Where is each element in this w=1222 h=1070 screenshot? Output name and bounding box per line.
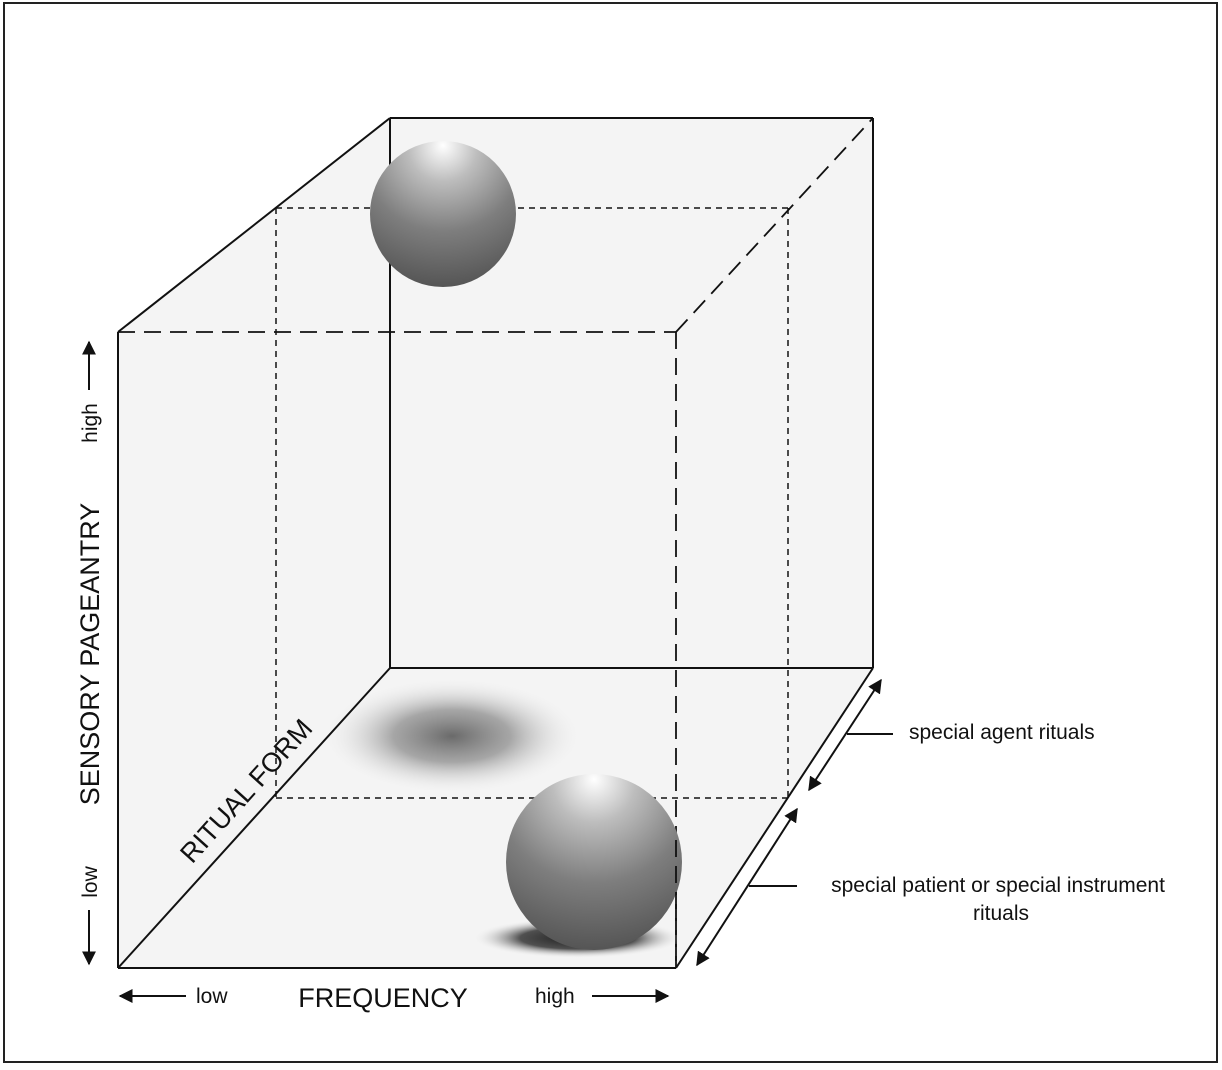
floating-sphere-shadow — [322, 678, 582, 794]
special-patient-range-arrow — [696, 807, 798, 967]
low-pageantry-sphere — [506, 774, 682, 950]
pageantry-high-label: high — [79, 403, 102, 443]
frequency-low-label: low — [196, 985, 228, 1008]
cube-left-face — [118, 118, 390, 968]
high-pageantry-sphere — [370, 141, 516, 287]
frequency-axis-label: FREQUENCY — [298, 983, 468, 1013]
special-agent-range-arrow — [808, 678, 882, 792]
cube-bottom-face — [118, 668, 873, 968]
special-patient-rituals-label-line2: rituals — [973, 902, 1029, 925]
frequency-high-label: high — [535, 985, 575, 1008]
cube-back-face — [390, 118, 873, 668]
pageantry-low-label: low — [79, 865, 102, 897]
pageantry-axis-label: SENSORY PAGEANTRY — [75, 503, 105, 806]
special-patient-rituals-label-line1: special patient or special instrument — [831, 874, 1165, 897]
special-agent-rituals-label: special agent rituals — [909, 721, 1095, 744]
mid-plane-dashed — [275, 207, 789, 799]
